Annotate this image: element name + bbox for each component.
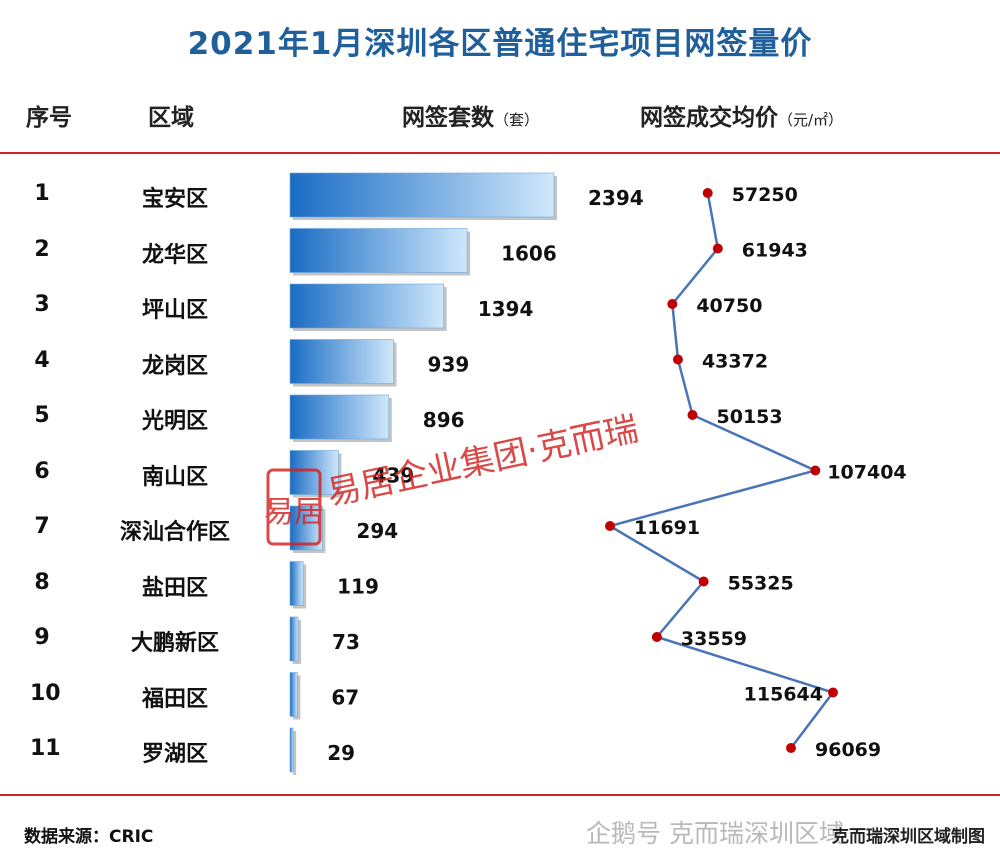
row-district: 坪山区: [141, 298, 208, 323]
header-district: 区域: [148, 105, 194, 131]
row-district: 福田区: [141, 686, 208, 712]
data-source: 数据来源：CRIC: [24, 827, 154, 847]
row-index: 1: [34, 181, 50, 206]
price-value-label: 50153: [717, 406, 783, 428]
price-value-label: 57250: [732, 184, 798, 206]
watermark-stamp: 易居: [264, 495, 324, 530]
header-units-unit: （套）: [494, 111, 540, 129]
chart-title: 2021年1月深圳各区普通住宅项目网签量价: [187, 26, 813, 62]
row-district: 光明区: [141, 409, 208, 434]
map-credit: 克而瑞深圳区域制图: [832, 827, 985, 847]
price-marker: [698, 576, 709, 587]
bar: [289, 672, 298, 717]
price-value-label: 11691: [634, 517, 700, 539]
bar-value-label: 896: [423, 408, 465, 432]
bar-value-label: 1606: [501, 242, 557, 266]
price-marker: [828, 687, 838, 698]
price-value-label: 61943: [742, 240, 808, 262]
footer-divider: [0, 794, 1000, 796]
header-units-label: 网签套数: [402, 105, 494, 131]
bar-value-label: 119: [337, 575, 379, 599]
bar: [289, 727, 294, 773]
price-line: [606, 192, 836, 749]
bar: [289, 616, 299, 662]
header-index: 序号: [26, 105, 72, 131]
price-marker: [651, 632, 662, 642]
price-marker: [810, 465, 821, 476]
price-marker: [672, 354, 683, 365]
row-district: 龙岗区: [141, 353, 208, 379]
row-district: 南山区: [141, 464, 208, 490]
bar-shadow: [293, 731, 297, 775]
row-index: 3: [34, 292, 50, 317]
bar: [289, 394, 390, 440]
price-marker: [687, 410, 698, 420]
bar: [289, 283, 445, 329]
row-index: 9: [34, 625, 50, 650]
price-value-label: 107404: [827, 462, 906, 484]
price-marker: [712, 243, 723, 254]
header-divider: [0, 152, 1000, 154]
row-index: 2: [34, 236, 50, 262]
bar-series: 2394 1606 1394 939 896 439 294 119 73 67 29: [289, 172, 644, 775]
price-value-label: 40750: [696, 295, 762, 317]
bar: [289, 339, 394, 384]
row-index: 8: [34, 569, 50, 595]
bar-value-label: 294: [356, 519, 398, 543]
row-index: 5: [34, 403, 50, 428]
price-marker: [605, 521, 615, 531]
bar-value-label: 1394: [478, 297, 534, 321]
row-district: 深汕合作区: [119, 520, 230, 545]
bar-value-label: 67: [331, 686, 359, 710]
header-price-unit: （元/㎡）: [778, 111, 844, 129]
bar: [289, 172, 555, 218]
platform-watermark: 企鹅号 克而瑞深圳区域: [586, 819, 844, 848]
header-units: 网签套数（套）: [402, 98, 539, 132]
price-value-label: 55325: [728, 573, 794, 595]
price-value-label: 96069: [815, 739, 881, 761]
price-marker: [702, 188, 713, 198]
bar: [289, 228, 468, 273]
bar-value-label: 29: [327, 741, 355, 765]
header-price: 网签成交均价（元/㎡）: [640, 98, 843, 132]
price-value-label: 43372: [702, 351, 768, 373]
bar: [289, 561, 304, 606]
bar-value-label: 2394: [588, 186, 644, 210]
row-district: 罗湖区: [141, 742, 208, 767]
row-index: 6: [34, 458, 50, 484]
price-marker: [786, 743, 797, 753]
bar: [289, 450, 339, 495]
row-district: 龙华区: [141, 242, 208, 268]
row-index: 4: [34, 347, 50, 373]
price-marker: [667, 299, 678, 309]
bar-value-label: 939: [428, 353, 470, 377]
row-district: 宝安区: [141, 187, 208, 212]
row-index: 7: [34, 514, 50, 539]
bar-value-label: 439: [372, 464, 414, 488]
price-value-label: 115644: [744, 684, 823, 706]
price-value-label: 33559: [681, 628, 747, 650]
bar-value-label: 73: [332, 630, 360, 654]
watermark-stamp-frame: [266, 468, 322, 546]
header-price-label: 网签成交均价: [640, 105, 778, 131]
row-district: 大鹏新区: [130, 631, 219, 656]
row-district: 盐田区: [141, 575, 208, 601]
price-series: 57250 61943 40750 43372 50153 107404 11691 5532…: [605, 184, 907, 761]
